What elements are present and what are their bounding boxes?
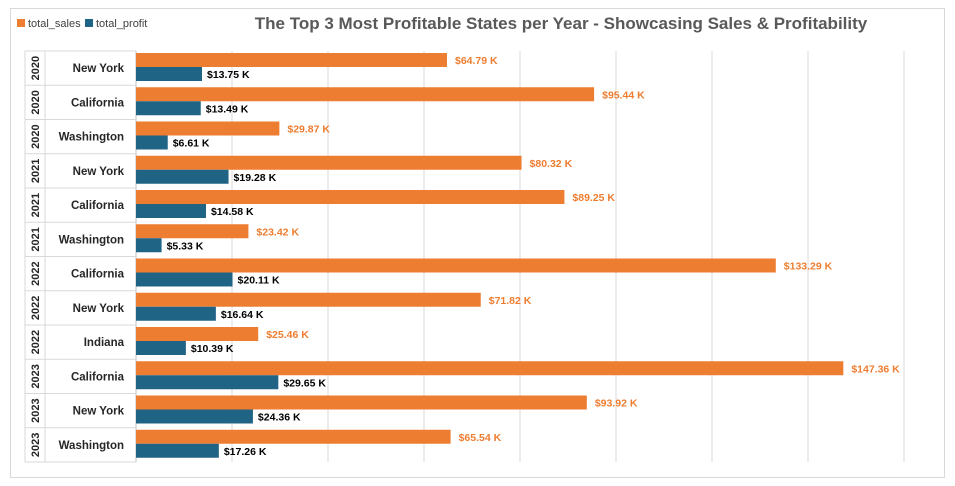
bar-total-sales — [136, 155, 522, 170]
bar-total-sales — [136, 87, 595, 102]
year-label: 2020 — [30, 124, 42, 148]
bar-total-profit — [136, 135, 168, 150]
data-label-profit: $17.26 K — [224, 446, 267, 458]
data-label-sales: $29.87 K — [287, 124, 330, 136]
bar-total-sales — [136, 327, 259, 341]
state-label: California — [71, 97, 125, 109]
chart-svg: total_sales total_profit The Top 3 Most … — [17, 14, 905, 463]
data-label-sales: $23.42 K — [256, 226, 299, 238]
bar-total-profit — [136, 409, 253, 424]
legend-label-profit: total_profit — [96, 18, 147, 30]
year-label: 2020 — [30, 90, 42, 114]
data-label-profit: $16.64 K — [221, 309, 264, 321]
bar-total-profit — [136, 306, 216, 321]
bar-total-sales — [136, 429, 451, 444]
legend-swatch-profit — [85, 19, 93, 27]
state-label: Washington — [59, 234, 124, 246]
legend-swatch-sales — [17, 19, 25, 27]
bar-total-profit — [136, 238, 162, 253]
state-label: New York — [73, 406, 125, 418]
year-label: 2023 — [30, 433, 42, 457]
data-label-profit: $19.28 K — [234, 172, 277, 184]
state-label: New York — [73, 63, 125, 75]
grid-layer — [231, 51, 905, 462]
bar-total-profit — [136, 341, 186, 355]
data-label-profit: $6.61 K — [173, 138, 210, 150]
data-label-profit: $14.58 K — [211, 206, 254, 218]
year-label: 2022 — [30, 261, 42, 285]
data-label-profit: $20.11 K — [238, 275, 280, 287]
state-label: Indiana — [84, 337, 125, 349]
bar-total-profit — [136, 272, 233, 287]
bar-total-sales — [136, 258, 776, 273]
data-label-profit: $29.65 K — [283, 377, 326, 389]
year-label: 2022 — [30, 296, 42, 320]
bar-total-sales — [136, 190, 565, 204]
bar-total-sales — [136, 395, 587, 410]
bar-total-sales — [136, 224, 249, 239]
year-label: 2021 — [30, 193, 42, 217]
data-label-profit: $10.39 K — [191, 343, 234, 355]
data-label-sales: $80.32 K — [530, 158, 573, 170]
data-label-sales: $95.44 K — [602, 89, 645, 101]
data-label-sales: $65.54 K — [459, 432, 502, 444]
state-label: California — [71, 269, 125, 281]
bar-total-profit — [136, 169, 229, 184]
year-label: 2020 — [30, 56, 42, 80]
data-label-sales: $89.25 K — [572, 192, 615, 204]
data-label-sales: $133.29 K — [784, 261, 833, 273]
bar-total-sales — [136, 361, 844, 376]
bars-layer: $64.79 K $13.75 K $95.44 K $13.49 K $29.87 K… — [136, 53, 900, 458]
data-label-sales: $93.92 K — [595, 398, 638, 410]
state-label: California — [71, 200, 125, 212]
state-label: Washington — [59, 440, 124, 452]
year-label: 2021 — [30, 227, 42, 251]
bar-total-profit — [136, 443, 219, 458]
data-label-profit: $5.33 K — [167, 240, 204, 252]
data-label-sales: $64.79 K — [455, 55, 498, 67]
year-label: 2023 — [30, 398, 42, 422]
bar-total-profit — [136, 101, 201, 116]
legend: total_sales total_profit — [17, 18, 147, 30]
bar-total-profit — [136, 204, 206, 218]
chart-title: The Top 3 Most Profitable States per Yea… — [255, 14, 868, 33]
category-axis: 2020 New York 2020 California 2020 Washington… — [24, 50, 137, 463]
state-label: New York — [73, 303, 125, 315]
bar-total-sales — [136, 53, 447, 67]
data-label-sales: $71.82 K — [489, 295, 532, 307]
bar-total-profit — [136, 67, 202, 81]
chart-frame: total_sales total_profit The Top 3 Most … — [10, 8, 945, 478]
state-label: California — [71, 371, 125, 383]
data-label-sales: $147.36 K — [851, 363, 900, 375]
state-label: New York — [73, 166, 125, 178]
data-label-profit: $24.36 K — [258, 412, 301, 424]
bar-total-sales — [136, 121, 280, 136]
bar-total-sales — [136, 292, 481, 307]
year-label: 2022 — [30, 330, 42, 354]
data-label-profit: $13.75 K — [207, 69, 250, 81]
data-label-profit: $13.49 K — [206, 103, 249, 115]
bar-total-profit — [136, 375, 279, 390]
year-label: 2023 — [30, 364, 42, 388]
legend-label-sales: total_sales — [28, 18, 81, 30]
year-label: 2021 — [30, 159, 42, 183]
data-label-sales: $25.46 K — [266, 329, 309, 341]
state-label: Washington — [59, 132, 124, 144]
